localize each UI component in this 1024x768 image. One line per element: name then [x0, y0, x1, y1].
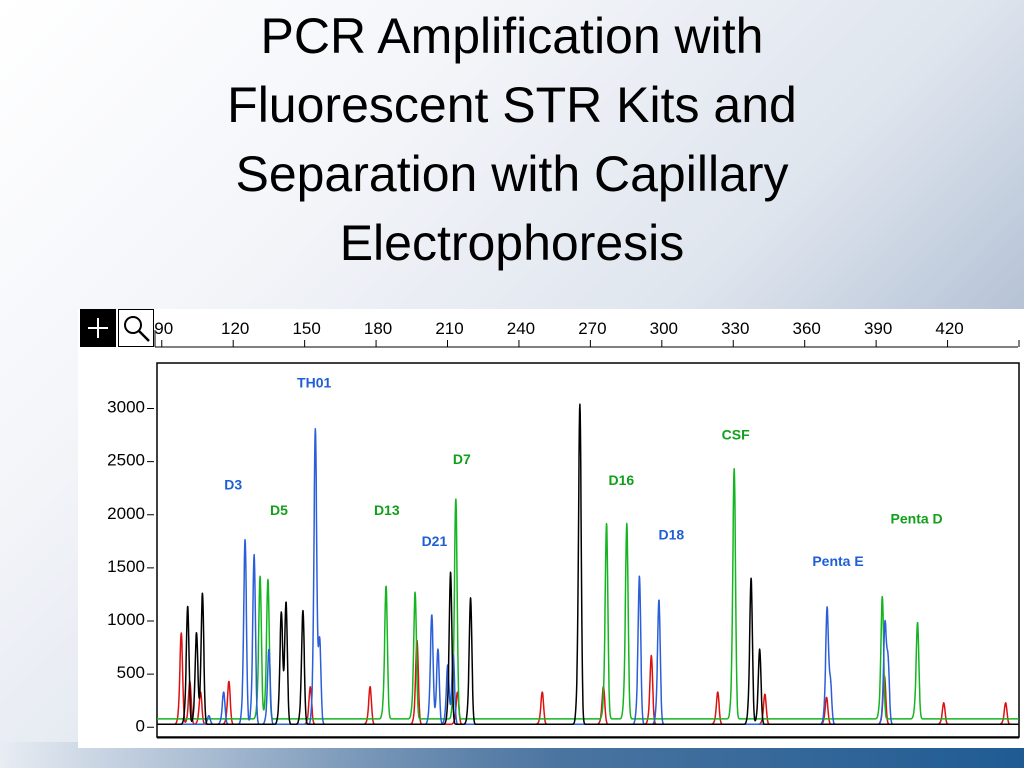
red-peak-point [717, 691, 719, 693]
y-tick-label: 0 [136, 716, 145, 735]
y-tick-label: 500 [117, 663, 145, 682]
black-peak-point [285, 602, 287, 604]
zoom-tool-button[interactable] [118, 309, 154, 347]
y-tick-label: 2000 [107, 504, 145, 523]
x-tick-label: 90 [154, 319, 173, 338]
red-peak-point [943, 702, 945, 704]
blue-peak-point [658, 600, 660, 602]
title-line-3: Separation with Capillary [235, 146, 789, 202]
locus-label: D3 [224, 476, 242, 492]
green-peak-point [881, 602, 883, 604]
green-peak-point [455, 505, 457, 508]
green-peak-point [605, 530, 608, 532]
title-line-2: Fluorescent STR Kits and [227, 77, 797, 133]
blue-peak-point [826, 612, 828, 614]
blue-peak-point [314, 434, 316, 436]
blue-peak-point [431, 615, 433, 617]
black-peak-point [750, 579, 752, 581]
y-tick-label: 1500 [107, 557, 145, 576]
black-peak-point [201, 594, 204, 596]
red-peak-point [180, 633, 182, 635]
blue-peak-point [253, 555, 255, 557]
green-peak-point [414, 598, 416, 600]
locus-label: D18 [658, 526, 684, 542]
green-peak-point [916, 628, 919, 630]
magnifier-icon [124, 316, 150, 342]
blue-peak-point [268, 649, 270, 651]
black-peak-point [280, 615, 282, 617]
slide-title: PCR Amplification with Fluorescent STR K… [112, 2, 912, 278]
locus-label: CSF [722, 427, 750, 443]
black-peak-point [195, 633, 198, 635]
black-peak-point [450, 572, 452, 574]
green-peak-point [626, 530, 628, 532]
blue-peak-point [884, 630, 886, 632]
blue-peak-point [887, 659, 889, 662]
x-tick-label: 120 [221, 319, 249, 338]
red-peak-point [228, 681, 230, 683]
y-tick-label: 3000 [107, 398, 145, 417]
black-dye-trace [156, 403, 1020, 726]
blue-peak-point [208, 715, 210, 717]
locus-label: D7 [453, 451, 471, 467]
locus-label: TH01 [297, 374, 331, 390]
red-peak-point [369, 686, 371, 688]
y-tick-label: 1000 [107, 610, 145, 629]
green-peak-point [259, 582, 261, 584]
crosshair-icon [88, 318, 108, 338]
black-peak-point [470, 598, 472, 600]
blue-peak-point [638, 577, 641, 579]
black-peak-point [759, 649, 761, 651]
x-tick-label: 240 [507, 319, 535, 338]
black-peak-point [579, 407, 581, 409]
crosshair-tool-button[interactable] [80, 309, 116, 347]
locus-label: Penta D [891, 510, 943, 526]
blue-peak-point [244, 540, 246, 543]
blue-peak-point [223, 691, 225, 693]
x-tick-label: 150 [292, 319, 320, 338]
y-tick-label: 2500 [107, 451, 145, 470]
green-peak-point [267, 585, 269, 587]
red-peak-point [541, 691, 543, 693]
red-peak-point [650, 655, 652, 657]
locus-label: D16 [608, 472, 634, 488]
title-line-1: PCR Amplification with [260, 8, 764, 64]
red-peak-point [825, 697, 828, 699]
locus-label: D21 [422, 533, 448, 549]
green-peak-point [385, 591, 387, 594]
x-tick-label: 180 [364, 319, 392, 338]
x-tick-label: 390 [864, 319, 892, 338]
red-peak-point [309, 686, 311, 688]
black-peak-point [302, 611, 304, 613]
x-tick-label: 420 [935, 319, 963, 338]
locus-label: D5 [270, 502, 288, 518]
green-dye-trace [156, 467, 1020, 720]
x-tick-label: 270 [578, 319, 606, 338]
x-tick-label: 330 [721, 319, 749, 338]
red-peak-point [764, 693, 766, 696]
blue-peak-point [437, 649, 439, 651]
red-peak-point [1005, 702, 1007, 704]
blue-peak-point [319, 638, 321, 640]
title-line-4: Electrophoresis [339, 215, 685, 271]
x-tick-label: 360 [793, 319, 821, 338]
locus-label: Penta E [812, 553, 863, 569]
green-peak-point [733, 476, 735, 478]
locus-label: D13 [374, 502, 400, 518]
black-peak-point [187, 606, 189, 608]
x-tick-label: 210 [435, 319, 463, 338]
blue-peak-point [829, 681, 832, 683]
x-tick-label: 300 [650, 319, 678, 338]
